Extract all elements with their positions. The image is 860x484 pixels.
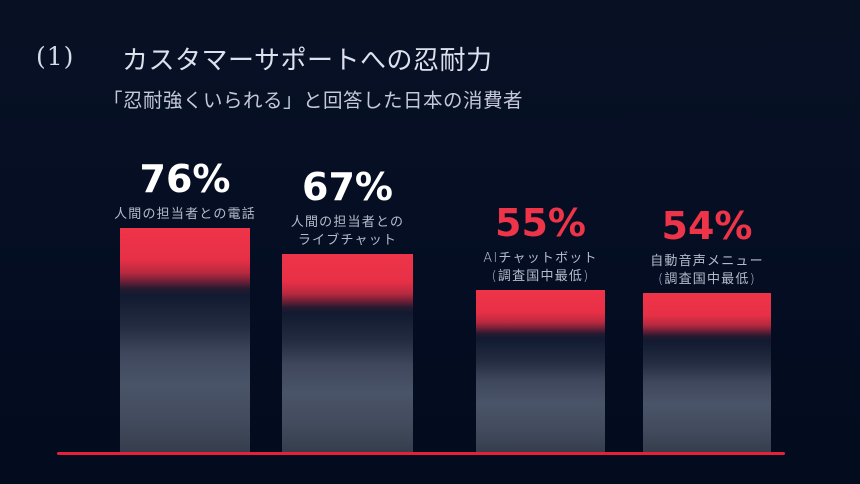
bar-category-label: AIチャットボット (調査国中最低): [483, 250, 597, 286]
axis-baseline: [57, 452, 785, 455]
bar-value-label: 67%: [302, 165, 393, 209]
bar: [282, 254, 413, 452]
bar-category-line: ライブチャット: [297, 233, 398, 248]
bar-column-phone: 76% 人間の担当者との電話: [114, 157, 255, 452]
bar-column-voice-menu: 54% 自動音声メニュー (調査国中最低): [643, 207, 771, 452]
bar-category-line: 人間の担当者との電話: [114, 207, 256, 222]
bar-value-label: 76%: [139, 157, 231, 201]
bar-category-label: 人間の担当者との電話: [114, 206, 256, 224]
bar-category-label: 自動音声メニュー (調査国中最低): [650, 253, 764, 289]
slide-number-label: (1): [36, 42, 75, 71]
bar-column-ai-chatbot: 55% AIチャットボット (調査国中最低): [476, 204, 605, 452]
bar-category-line: AIチャットボット: [483, 251, 598, 266]
bar: [476, 290, 605, 452]
bar: [120, 228, 250, 452]
bar-category-line: (調査国中最低): [658, 272, 756, 287]
chart-subtitle: 「忍耐強くいられる」と回答した日本の消費者: [103, 89, 524, 112]
bar-category-line: 自動音声メニュー: [650, 254, 764, 269]
bar-category-label: 人間の担当者との ライブチャット: [291, 214, 404, 250]
bar: [643, 293, 771, 452]
bar-category-line: 人間の担当者との: [290, 215, 405, 230]
bar-column-live-chat: 67% 人間の担当者との ライブチャット: [282, 168, 413, 452]
bar-value-label: 55%: [495, 201, 586, 245]
bar-value-label: 54%: [661, 204, 753, 248]
chart-title: カスタマーサポートへの忍耐力: [122, 46, 493, 76]
bar-category-line: (調査国中最低): [491, 269, 590, 284]
